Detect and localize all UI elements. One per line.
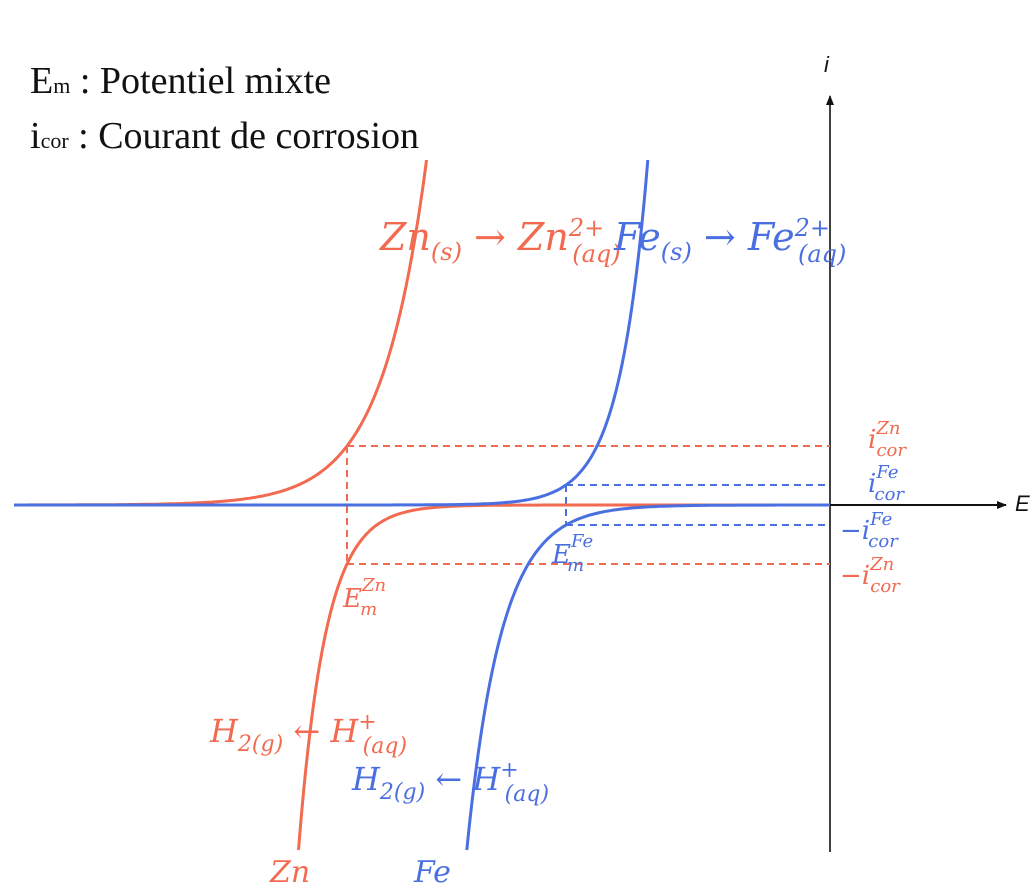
zn-curve-label: Zn bbox=[269, 855, 310, 888]
legend: Em : Potentiel mixte icor : Courant de c… bbox=[30, 56, 419, 166]
em-description: : Potentiel mixte bbox=[70, 60, 332, 102]
fe-curve-label: Fe bbox=[413, 855, 451, 888]
icor-fe-label: iFe cor bbox=[868, 462, 905, 505]
neg-icor-zn-label: −iZn cor bbox=[840, 554, 901, 597]
em-fe-label: EFe m bbox=[551, 531, 593, 576]
zn-oxidation-curve bbox=[14, 159, 428, 507]
fe-oxidation-curve bbox=[14, 159, 650, 507]
em-symbol: E bbox=[30, 60, 54, 102]
zn-reduction-label: H2(g) ← H+ (aq) bbox=[209, 710, 407, 759]
fe-reduction-curve bbox=[465, 503, 830, 851]
x-axis-label: E bbox=[1015, 491, 1030, 516]
em-subscript: m bbox=[53, 73, 71, 98]
neg-icor-fe-label: −iFe cor bbox=[840, 509, 899, 552]
y-axis-label: i bbox=[824, 52, 830, 77]
icor-zn-label: iZn cor bbox=[868, 418, 907, 461]
icor-description: : Courant de corrosion bbox=[68, 115, 420, 157]
legend-em: Em : Potentiel mixte bbox=[30, 56, 419, 111]
icor-subscript: cor bbox=[40, 128, 69, 153]
em-zn-label: EZn m bbox=[342, 575, 386, 620]
zn-oxidation-label: Zn(s) → Zn2+ (aq) bbox=[379, 214, 621, 268]
fe-oxidation-label: Fe(s) → Fe2+ (aq) bbox=[613, 214, 846, 268]
zn-dashed-lines bbox=[346, 445, 830, 565]
fe-dashed-lines bbox=[565, 484, 830, 526]
fe-reduction-label: H2(g) ← H+ (aq) bbox=[351, 758, 549, 807]
legend-icor: icor : Courant de corrosion bbox=[30, 111, 419, 166]
icor-symbol: i bbox=[30, 115, 41, 157]
